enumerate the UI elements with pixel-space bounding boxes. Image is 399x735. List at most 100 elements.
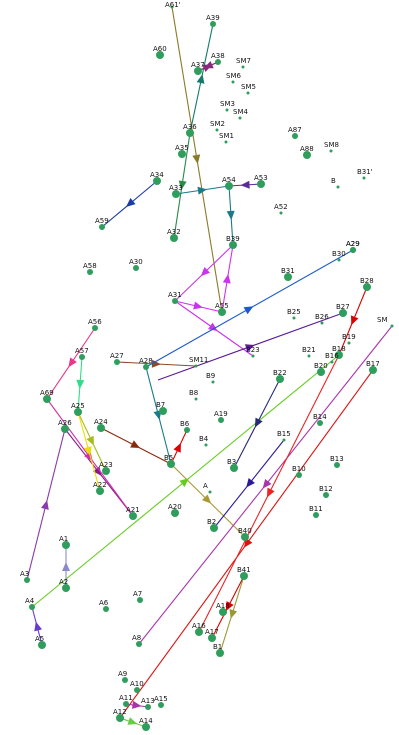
node-a61: [170, 5, 174, 9]
node-a1: [62, 541, 70, 549]
node-label-b1: B1: [213, 643, 222, 651]
node-a22: [96, 487, 104, 495]
node-label-a36: A36: [183, 123, 197, 131]
node-a10: [134, 687, 140, 693]
node-a14: [142, 723, 150, 731]
node-label-a35: A35: [175, 144, 189, 152]
node-label-b20: B20: [314, 362, 328, 370]
node-label-b30: B30: [332, 250, 346, 258]
node-a12: [116, 714, 124, 722]
node-a30: [133, 265, 139, 271]
node-b12: [323, 492, 329, 498]
arrowhead-a27-to-sm11: [151, 359, 161, 368]
arrowhead-a25-to-a23: [86, 435, 94, 446]
node-b19: [347, 341, 351, 345]
node-label-a21: A21: [126, 506, 140, 514]
node-label-b27: B27: [336, 303, 350, 311]
node-b22: [276, 375, 284, 383]
node-label-b39: B39: [226, 235, 240, 243]
node-b4: [204, 443, 208, 447]
node-label-b4: B4: [199, 435, 209, 443]
node-label-a60: A60: [153, 45, 167, 53]
node-a17: [208, 634, 216, 642]
node-a33: [172, 190, 180, 198]
node-a4: [29, 604, 35, 610]
node-a53: [257, 180, 265, 188]
node-label-a6: A6: [99, 599, 109, 607]
node-b26: [320, 321, 324, 325]
node-label-a16: A16: [192, 622, 206, 630]
node-label-b2: B2: [207, 518, 216, 526]
node-a11: [123, 701, 129, 707]
arrowhead-b29-to-b27: [244, 344, 255, 352]
node-label-a11: A11: [119, 694, 133, 702]
node-b23: [251, 354, 255, 358]
node-label-a57: A57: [75, 347, 89, 355]
node-label-b31: B31': [357, 168, 373, 176]
node-label-sm6: SM6: [226, 72, 241, 80]
node-label-a1: A1: [59, 535, 68, 543]
node-b20: [317, 368, 325, 376]
arrowhead-b41-to-b1: [229, 609, 238, 619]
node-sm5: [246, 91, 250, 95]
node-label-a27: A27: [110, 352, 124, 360]
node-b21: [307, 354, 311, 358]
node-sm11: [194, 364, 198, 368]
node-label-b16: B16: [325, 352, 339, 360]
arrowhead-a3-to-a26: [41, 500, 49, 510]
node-b41: [240, 572, 248, 580]
node-b: [336, 185, 340, 189]
arrowhead-b15-to-b2: [246, 477, 255, 488]
node-label-sm3: SM3: [220, 100, 235, 108]
node-label-a8: A8: [132, 634, 141, 642]
node-label-b10: B10: [292, 465, 306, 473]
node-a59: [99, 224, 105, 230]
node-a29: [350, 247, 356, 253]
arrowhead-a33-to-a54: [197, 186, 207, 195]
node-b30: [337, 258, 341, 262]
node-sm4: [238, 116, 242, 120]
node-a27: [114, 359, 120, 365]
arrowhead-a61-to-a55: [192, 154, 201, 164]
node-b25: [292, 316, 296, 320]
node-label-a52: A52: [274, 203, 288, 211]
node-a69: [43, 395, 51, 403]
node-b8: [194, 397, 198, 401]
node-b31: [284, 273, 292, 281]
node-a52: [279, 211, 283, 215]
node-b2: [210, 524, 218, 532]
node-a39: [210, 21, 216, 27]
node-label-a12: A12: [113, 708, 127, 716]
node-label-b5: B5: [164, 454, 173, 462]
node-b40: [241, 533, 249, 541]
node-a13: [145, 704, 151, 710]
node-a15: [158, 702, 164, 708]
node-b5: [167, 460, 175, 468]
node-label-b11: B11: [309, 505, 323, 513]
node-b3: [230, 464, 238, 472]
node-a6: [103, 606, 109, 612]
node-label-a26: A26: [58, 419, 72, 427]
node-a8: [136, 641, 142, 647]
node-label-a3: A3: [20, 570, 29, 578]
node-label-a25: A25: [71, 402, 85, 410]
arrowhead-a38-to-a37: [203, 61, 214, 69]
node-label-a10: A10: [130, 680, 144, 688]
arrowhead-a5-to-a4: [34, 621, 43, 632]
node-b27: [339, 309, 347, 317]
node-a18: [219, 608, 227, 616]
node-a56: [92, 325, 98, 331]
arrowhead-b28-to-b18: [351, 315, 359, 326]
node-a54: [225, 182, 233, 190]
node-label-b41: B41: [237, 566, 251, 574]
node-label-b21: B21: [302, 346, 316, 354]
node-label-sm5: SM5: [241, 83, 256, 91]
node-b15: [282, 438, 286, 442]
arrowhead-a36-to-a39: [196, 74, 205, 84]
node-label-b7: B7: [156, 401, 165, 409]
node-label-a30: A30: [129, 258, 143, 266]
node-label-a22: A22: [93, 481, 107, 489]
node-b31: [362, 176, 366, 180]
node-label-a37: A37: [191, 61, 205, 69]
